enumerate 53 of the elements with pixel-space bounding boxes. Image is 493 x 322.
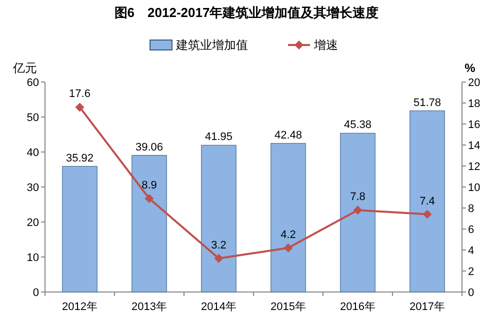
y2-tick-label: 2 [468, 266, 474, 278]
data-label: 17.6 [69, 88, 90, 100]
y2-tick-label: 4 [468, 245, 474, 257]
data-label: 39.06 [135, 141, 164, 154]
y-tick-label: 50 [26, 112, 39, 124]
x-tick-label: 2017年 [410, 301, 445, 313]
bar [270, 143, 306, 292]
bar [340, 132, 376, 292]
y2-tick-label: 6 [468, 224, 474, 236]
legend-label: 建筑业增加值 [175, 38, 248, 52]
y2-tick-label: 8 [468, 203, 474, 215]
y-tick-label: 20 [26, 217, 39, 229]
data-label: 3.2 [211, 239, 226, 252]
x-tick-label: 2012年 [62, 301, 98, 313]
ylabel: 亿元 [13, 61, 37, 75]
title: 图6 2012-2017年建筑业增加值及其增长速度 [114, 5, 379, 20]
data-label: 7.8 [350, 191, 366, 204]
y-tick-label: 30 [26, 182, 39, 194]
bar [62, 166, 98, 292]
y-tick-label: 40 [26, 147, 39, 159]
point [144, 194, 154, 204]
bar [201, 144, 236, 292]
y2label: % [464, 61, 476, 75]
y2-tick-label: 12 [468, 161, 480, 173]
y2-tick-label: 14 [468, 140, 480, 152]
y-tick-label: 60 [26, 77, 39, 89]
point [353, 206, 362, 215]
legend-label: 增速 [313, 38, 338, 52]
bar [410, 110, 445, 292]
x-tick-label: 2014年 [201, 301, 236, 313]
data-label: 4.2 [280, 228, 296, 241]
y-tick-label: 10 [26, 252, 39, 264]
point [284, 243, 293, 252]
x-tick-label: 2016年 [340, 301, 376, 313]
data-label: 51.78 [413, 96, 442, 109]
data-label: 8.9 [142, 180, 157, 192]
point [422, 210, 432, 219]
point [75, 102, 84, 112]
x-tick-label: 2015年 [270, 301, 306, 313]
y2-tick-label: 10 [468, 182, 480, 194]
data-label: 42.48 [274, 129, 302, 142]
data-label: 41.95 [204, 131, 233, 144]
y2-tick-label: 0 [468, 287, 474, 299]
point [214, 254, 224, 263]
bar [132, 155, 167, 292]
data-label: 7.4 [420, 195, 435, 208]
y2-tick-label: 20 [468, 77, 480, 89]
data-label: 45.38 [344, 119, 372, 132]
y-tick-label: 0 [32, 287, 39, 299]
y2-tick-label: 16 [468, 119, 480, 131]
x-tick-label: 2013年 [132, 301, 167, 313]
y2-tick-label: 18 [468, 98, 480, 110]
data-label: 35.92 [66, 152, 94, 164]
